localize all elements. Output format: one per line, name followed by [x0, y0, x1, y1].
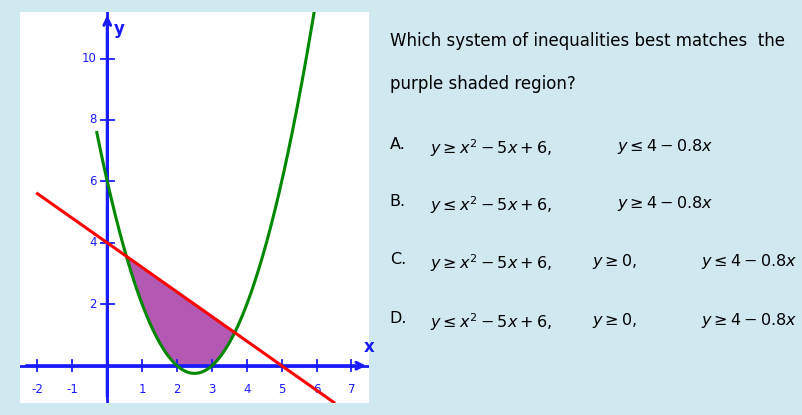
Text: $y \leq 4 - 0.8x$: $y \leq 4 - 0.8x$ — [701, 252, 797, 271]
Text: 4: 4 — [89, 236, 97, 249]
Text: 8: 8 — [90, 113, 97, 127]
Text: $y \leq 4 - 0.8x$: $y \leq 4 - 0.8x$ — [618, 137, 713, 156]
Text: -2: -2 — [31, 383, 43, 395]
Text: purple shaded region?: purple shaded region? — [390, 75, 576, 93]
Text: x: x — [363, 338, 375, 356]
Text: 5: 5 — [278, 383, 286, 395]
Text: B.: B. — [390, 194, 406, 209]
Text: 2: 2 — [89, 298, 97, 311]
Polygon shape — [127, 256, 235, 366]
Text: $y \geq 0,$: $y \geq 0,$ — [592, 252, 637, 271]
Text: $y \geq 4 - 0.8x$: $y \geq 4 - 0.8x$ — [701, 311, 797, 330]
Text: 4: 4 — [243, 383, 250, 395]
Text: Which system of inequalities best matches  the: Which system of inequalities best matche… — [390, 32, 785, 50]
Text: C.: C. — [390, 252, 406, 267]
Text: A.: A. — [390, 137, 406, 152]
Text: $y \geq x^2 - 5x + 6,$: $y \geq x^2 - 5x + 6,$ — [430, 137, 552, 159]
Text: D.: D. — [390, 311, 407, 326]
Text: $y \geq x^2 - 5x + 6,$: $y \geq x^2 - 5x + 6,$ — [430, 252, 552, 274]
Text: y: y — [114, 20, 124, 38]
Text: -1: -1 — [67, 383, 79, 395]
Text: $y \geq 0,$: $y \geq 0,$ — [592, 311, 637, 330]
Text: 10: 10 — [82, 52, 97, 65]
Text: 6: 6 — [313, 383, 320, 395]
Text: 3: 3 — [209, 383, 216, 395]
Text: 1: 1 — [139, 383, 146, 395]
Text: 6: 6 — [89, 175, 97, 188]
Text: $y \geq 4 - 0.8x$: $y \geq 4 - 0.8x$ — [618, 194, 713, 213]
Text: $y \leq x^2 - 5x + 6,$: $y \leq x^2 - 5x + 6,$ — [430, 194, 552, 215]
Text: 2: 2 — [173, 383, 180, 395]
Text: 7: 7 — [348, 383, 355, 395]
Text: $y \leq x^2 - 5x + 6,$: $y \leq x^2 - 5x + 6,$ — [430, 311, 552, 332]
